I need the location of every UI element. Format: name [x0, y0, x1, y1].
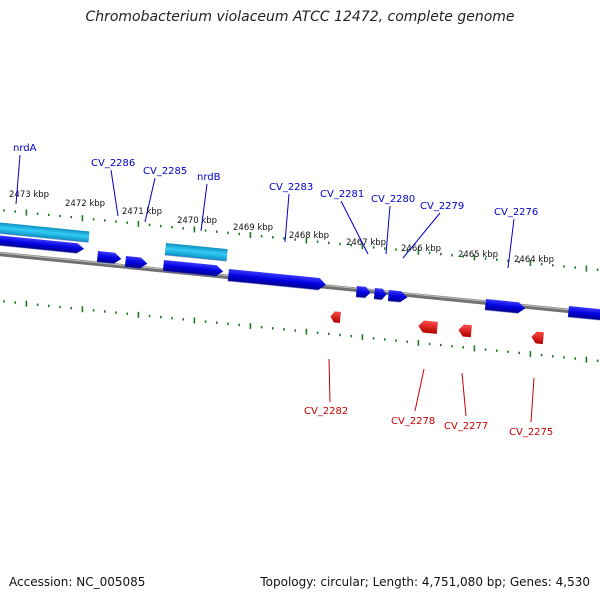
forward-label-leader — [110, 169, 119, 217]
reverse-label-leader — [328, 358, 331, 403]
forward-gene-arrow-shape — [96, 251, 122, 264]
reverse-gene-shape — [531, 331, 544, 345]
ruler-label: 2464 kbp — [514, 255, 554, 265]
reverse-label-leader — [461, 372, 467, 417]
ruler-label: 2466 kbp — [401, 244, 441, 254]
forward-gene-arrow-edge — [355, 296, 366, 299]
reverse-gene-arrow — [418, 320, 438, 334]
reverse-gene-shape — [330, 311, 341, 323]
forward-gene-arrow — [124, 256, 148, 269]
forward-gene-arrow-edge — [227, 280, 319, 291]
forward-gene-label: CV_2281 — [320, 189, 364, 200]
reverse-gene-arrow — [330, 311, 341, 323]
forward-gene-label: CV_2276 — [494, 207, 538, 218]
forward-gene-label: nrdB — [197, 172, 221, 183]
forward-label-leader — [200, 183, 208, 232]
forward-gene-arrow-shape — [227, 269, 326, 290]
forward-gene-label: CV_2286 — [91, 158, 135, 169]
reverse-gene-shape — [418, 320, 438, 334]
forward-gene-label: CV_2279 — [420, 201, 464, 212]
reverse-label-leader — [530, 377, 535, 423]
forward-gene-arrow-edge — [484, 309, 518, 314]
forward-label-leader — [385, 205, 391, 255]
forward-gene-label: CV_2283 — [269, 182, 313, 193]
forward-gene-arrow — [227, 269, 326, 291]
forward-gene-arrow-shape — [124, 256, 148, 269]
forward-gene-arrow-shape — [387, 290, 408, 303]
ruler-label: 2473 kbp — [9, 190, 49, 200]
forward-gene-arrow-shape — [567, 306, 600, 321]
map-title: Chromobacterium violaceum ATCC 12472, co… — [85, 9, 515, 25]
forward-label-leader — [15, 154, 21, 205]
forward-gene-arrow — [484, 299, 526, 314]
forward-label-leader — [507, 218, 515, 269]
forward-gene-label: nrdA — [13, 143, 37, 154]
reverse-gene-arrow — [458, 324, 472, 338]
forward-label-leader — [144, 177, 156, 223]
forward-gene-label: CV_2280 — [371, 194, 415, 205]
rna-feature — [164, 243, 228, 262]
forward-gene-arrow-shape — [484, 299, 526, 314]
forward-gene-arrow — [96, 251, 122, 265]
reverse-gene-label: CV_2275 — [509, 427, 553, 438]
forward-gene-arrow — [0, 235, 85, 254]
topology-text: Topology: circular; Length: 4,751,080 bp… — [260, 575, 590, 589]
ruler-label: 2472 kbp — [65, 199, 105, 209]
rna-feature — [0, 222, 90, 243]
forward-gene-arrow-edge — [567, 316, 600, 321]
rna-feature-edge — [0, 232, 89, 243]
ruler-label: 2470 kbp — [177, 216, 217, 226]
reverse-gene-label: CV_2278 — [391, 416, 435, 427]
forward-gene-arrow — [387, 290, 408, 303]
forward-gene-arrow — [162, 260, 224, 277]
rna-feature-shape — [0, 222, 90, 243]
forward-label-leader — [402, 212, 441, 259]
forward-gene-arrow — [355, 286, 371, 299]
forward-gene-arrow-edge — [373, 298, 382, 301]
ruler-label: 2471 kbp — [122, 207, 162, 217]
reverse-gene-shape — [458, 324, 472, 338]
forward-gene-arrow — [567, 306, 600, 321]
ruler-label: 2465 kbp — [458, 250, 498, 260]
reverse-label-leader — [414, 368, 425, 412]
forward-gene-label: CV_2285 — [143, 166, 187, 177]
forward-gene-arrow-shape — [0, 235, 85, 254]
accession-text: Accession: NC_005085 — [9, 575, 146, 589]
ruler-label: 2469 kbp — [233, 223, 273, 233]
reverse-gene-arrow — [531, 331, 544, 345]
forward-gene-arrow-shape — [373, 288, 387, 300]
ruler-label: 2468 kbp — [289, 231, 329, 241]
rna-feature-shape — [164, 243, 228, 262]
forward-gene-arrow — [373, 288, 387, 301]
ruler-label: 2467 kbp — [346, 238, 386, 248]
forward-gene-arrow-edge — [0, 244, 77, 254]
forward-label-leader — [340, 200, 369, 255]
reverse-gene-label: CV_2277 — [444, 421, 488, 432]
reverse-gene-label: CV_2282 — [304, 406, 348, 417]
forward-gene-arrow-shape — [355, 286, 371, 298]
forward-gene-arrow-edge — [124, 266, 140, 269]
forward-gene-arrow-edge — [162, 270, 216, 277]
forward-gene-arrow-edge — [387, 300, 401, 303]
forward-gene-arrow-edge — [96, 261, 114, 265]
rna-feature-edge — [164, 254, 227, 262]
forward-label-leader — [284, 193, 290, 243]
